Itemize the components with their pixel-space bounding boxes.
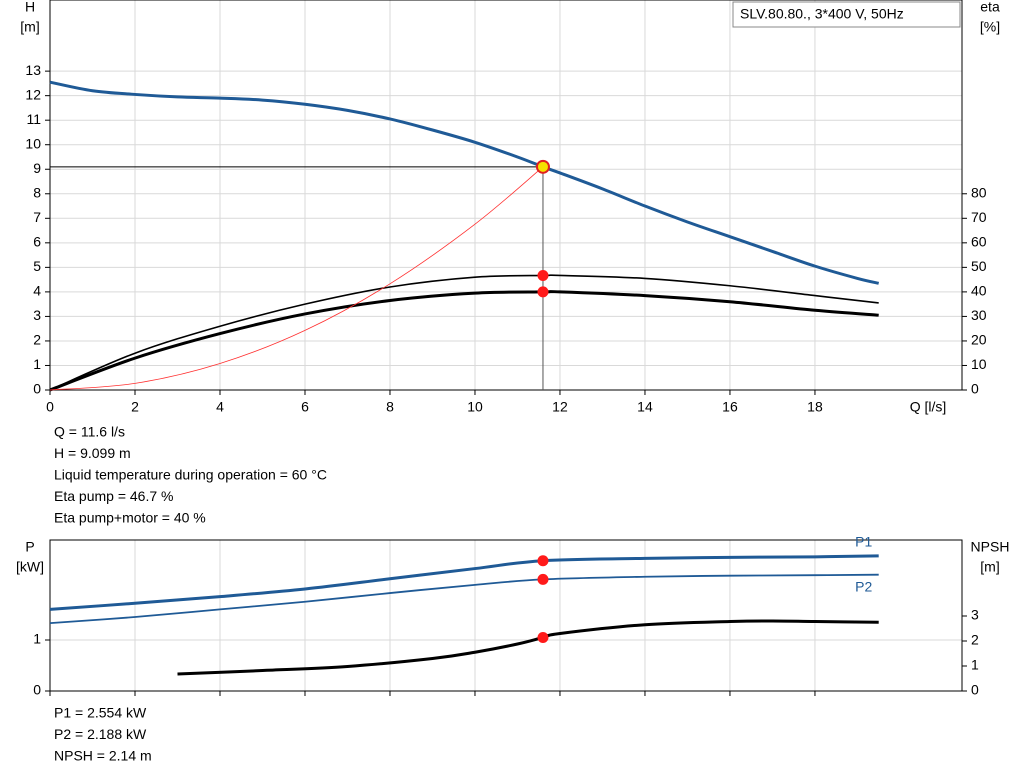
info-line: Q = 11.6 l/s — [54, 424, 125, 440]
y2-tick-label: 60 — [971, 234, 987, 250]
series-label: P2 — [855, 578, 872, 594]
x-tick-label: 12 — [552, 399, 568, 415]
curve — [49, 166, 544, 391]
y2-tick-label: 0 — [971, 381, 979, 397]
x-tick-label: 8 — [386, 399, 394, 415]
y-tick-label: 0 — [33, 682, 41, 698]
y2-tick-label: 0 — [971, 682, 979, 698]
x-tick-label: 4 — [216, 399, 224, 415]
curve — [49, 554, 879, 611]
series-label: P1 — [855, 534, 872, 550]
y2-tick-label: 10 — [971, 356, 987, 372]
plot-frame — [49, 539, 963, 692]
y-tick-label: 8 — [33, 184, 41, 200]
y-tick-label: 13 — [25, 62, 41, 78]
x-tick-label: 0 — [46, 399, 54, 415]
x-tick-label: 14 — [637, 399, 653, 415]
x-tick-label: 10 — [467, 399, 483, 415]
info-line: NPSH = 2.14 m — [54, 748, 152, 764]
y-tick-label: 10 — [25, 135, 41, 151]
x-tick-label: 18 — [807, 399, 823, 415]
info-line: P1 = 2.554 kW — [54, 705, 147, 721]
y-tick-label: 3 — [33, 307, 41, 323]
y-tick-label: 1 — [33, 631, 41, 647]
operating-point — [537, 632, 549, 643]
y2-tick-label: 30 — [971, 307, 987, 323]
y2-tick-label: 80 — [971, 184, 987, 200]
x-tick-label: 6 — [301, 399, 309, 415]
curve — [49, 80, 880, 285]
operating-point — [537, 573, 549, 585]
legend-box — [732, 1, 961, 28]
plot-frame — [49, 0, 963, 391]
y2-axis-unit: [%] — [980, 19, 1000, 35]
x-axis-label: Q [l/s] — [910, 399, 947, 415]
y-tick-label: 0 — [33, 381, 41, 397]
y2-tick-label: 50 — [971, 258, 987, 274]
info-line: Liquid temperature during operation = 60… — [54, 467, 327, 483]
x-tick-label: 2 — [131, 399, 139, 415]
y2-tick-label: 2 — [971, 632, 979, 648]
operating-point — [537, 269, 549, 281]
curve — [177, 619, 879, 676]
y2-tick-label: 40 — [971, 283, 987, 299]
y-axis-label: H — [25, 0, 35, 15]
y-tick-label: 12 — [25, 86, 41, 102]
y-tick-label: 2 — [33, 332, 41, 348]
y2-axis-label: NPSH — [971, 539, 1010, 555]
y2-axis-unit: [m] — [980, 559, 999, 575]
y-tick-label: 11 — [26, 111, 41, 127]
curve — [49, 274, 879, 391]
info-line: H = 9.099 m — [54, 445, 131, 461]
y-tick-label: 9 — [33, 160, 41, 176]
y2-tick-label: 70 — [971, 209, 987, 225]
y-axis-unit: [m] — [20, 19, 39, 35]
info-line: Eta pump = 46.7 % — [54, 488, 173, 504]
y-axis-label: P — [25, 539, 34, 555]
y-tick-label: 6 — [33, 234, 41, 250]
y-tick-label: 7 — [33, 209, 41, 225]
y2-axis-label: eta — [980, 0, 1000, 15]
y-tick-label: 1 — [33, 356, 41, 372]
y-tick-label: 4 — [33, 283, 41, 299]
y2-tick-label: 20 — [971, 332, 987, 348]
operating-point — [537, 555, 549, 567]
operating-point — [535, 159, 550, 174]
x-tick-label: 16 — [722, 399, 738, 415]
y-axis-unit: [kW] — [16, 559, 44, 575]
y-tick-label: 5 — [33, 258, 41, 274]
operating-point — [537, 286, 549, 298]
y2-tick-label: 1 — [971, 657, 979, 673]
legend-text: SLV.80.80., 3*400 V, 50Hz — [740, 6, 904, 22]
info-line: P2 = 2.188 kW — [54, 726, 147, 742]
curve — [49, 573, 879, 625]
y2-tick-label: 3 — [971, 607, 979, 623]
curve — [49, 290, 879, 392]
info-line: Eta pump+motor = 40 % — [54, 510, 206, 526]
